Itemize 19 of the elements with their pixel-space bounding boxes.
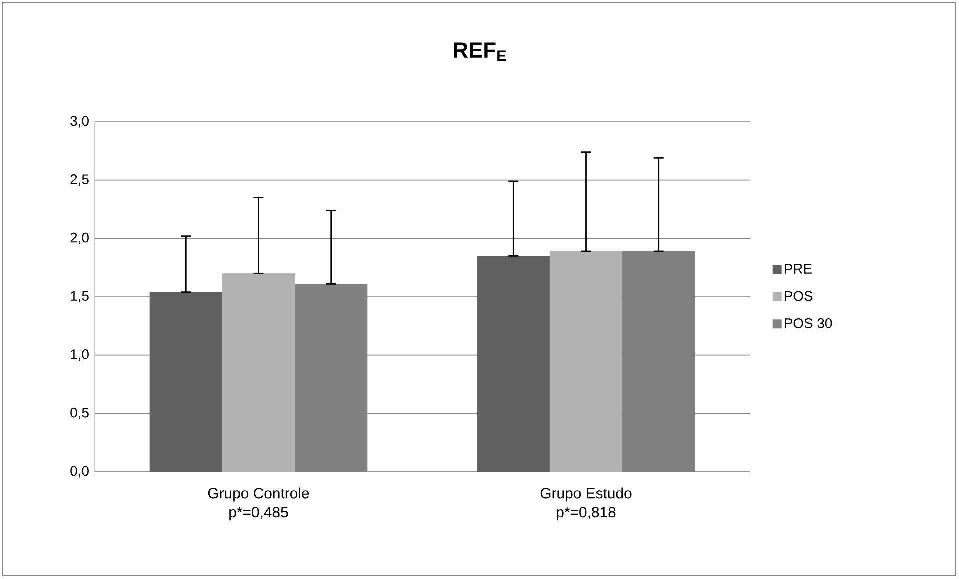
legend-label: POS 30 [784, 318, 832, 328]
y-tick-label: 3,0 [70, 116, 89, 128]
y-tick-label: 2,0 [70, 232, 89, 244]
bar [150, 292, 222, 472]
y-tick-label: 2,5 [70, 174, 89, 186]
legend-label: POS [784, 291, 813, 302]
y-tick-label: 0,5 [70, 408, 89, 420]
chart-title: REF$_{E}$ [454, 42, 506, 62]
text: p*=0,818 [557, 507, 616, 521]
legend-label: PRE [784, 264, 812, 274]
x-tick-label: Grupo Estudo [540, 488, 632, 502]
y-tick-label: 1,5 [71, 291, 89, 303]
text: p*=0,485 [230, 507, 288, 521]
bar [222, 274, 296, 472]
y-tick-label: 1,0 [71, 350, 89, 362]
bar [477, 256, 550, 472]
y-tick-label: 0,0 [70, 466, 89, 478]
x-tick-label: Grupo Controle [208, 488, 310, 502]
bar [550, 251, 623, 472]
